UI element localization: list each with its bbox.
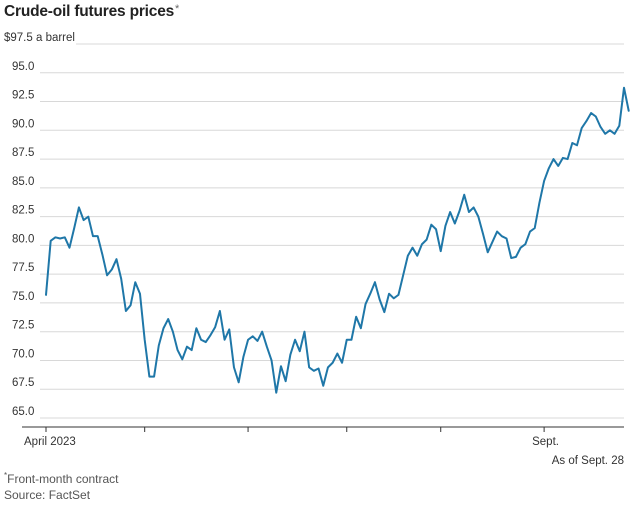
y-tick-label: 72.5 xyxy=(12,320,34,332)
y-tick-label: 87.5 xyxy=(12,147,34,159)
y-tick-label: 70.0 xyxy=(12,348,34,360)
x-axis-ticks: April 2023 Sept. xyxy=(24,427,559,448)
y-tick-label: 75.0 xyxy=(12,291,34,303)
footnote: *Front-month contract xyxy=(4,471,119,486)
y-tick-label: 82.5 xyxy=(12,205,34,217)
y-tick-label: 77.5 xyxy=(12,262,34,274)
chart-title-text: Crude-oil futures prices xyxy=(4,3,175,20)
gridlines xyxy=(40,43,624,419)
as-of-date: As of Sept. 28 xyxy=(551,455,624,467)
y-tick-label: 65.0 xyxy=(12,406,34,418)
y-tick-label: 95.0 xyxy=(12,61,34,73)
chart-title: Crude-oil futures prices* xyxy=(4,3,179,21)
footnote-text: Front-month contract xyxy=(7,472,119,486)
footnote-marker: * xyxy=(4,471,8,480)
y-tick-label: 67.5 xyxy=(12,377,34,389)
source-note: Source: FactSet xyxy=(4,488,91,502)
y-tick-label: 85.0 xyxy=(12,176,34,188)
title-footnote-marker: * xyxy=(175,3,180,15)
x-tick-label: Sept. xyxy=(532,436,559,448)
x-tick-label: April 2023 xyxy=(24,436,76,448)
y-axis-unit-label: $97.5 a barrel xyxy=(4,32,75,44)
price-series-line xyxy=(45,86,630,394)
y-axis-labels: $97.5 a barrel 65.0 67.5 70.0 72.5 75.0 77.5 80… xyxy=(4,32,75,418)
y-tick-label: 90.0 xyxy=(12,118,34,130)
y-tick-label: 92.5 xyxy=(12,90,34,102)
y-tick-label: 80.0 xyxy=(12,233,34,245)
